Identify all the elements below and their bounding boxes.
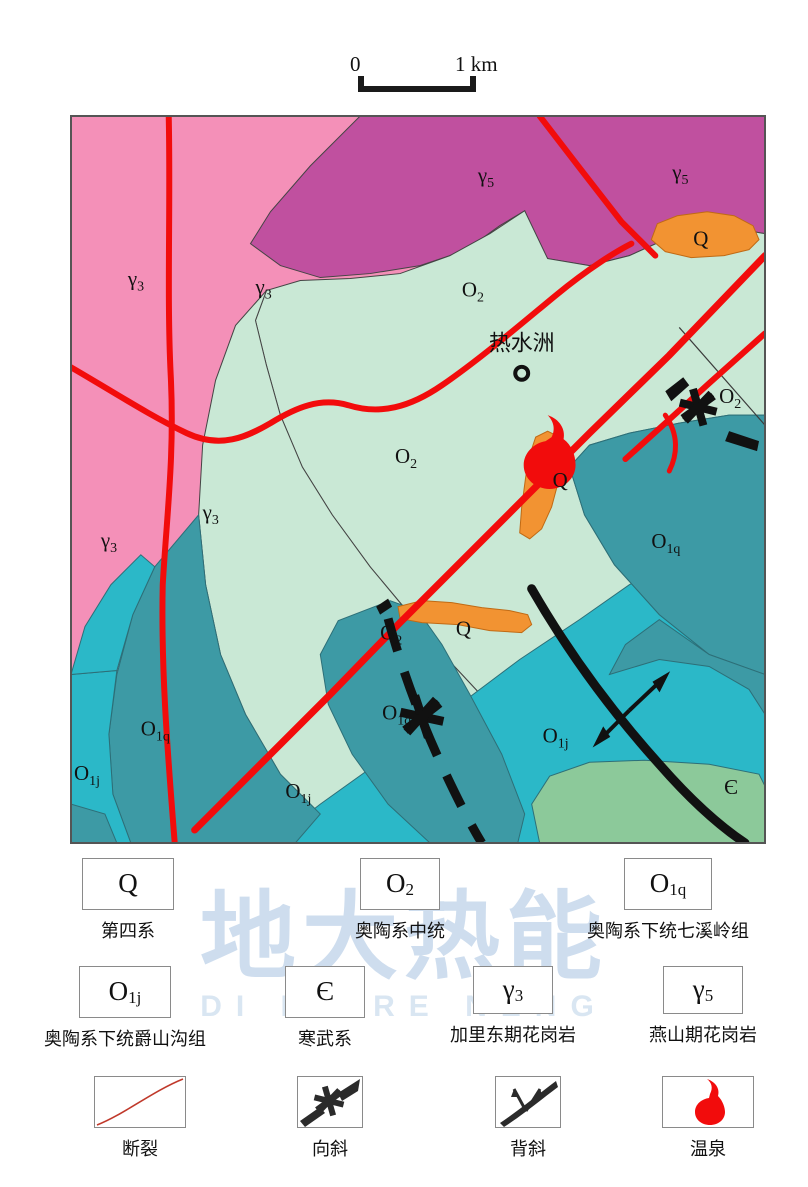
map-unit-label: γ5	[671, 160, 688, 188]
map-unit-label: γ3	[100, 528, 117, 556]
map-unit-label: O1j	[285, 779, 311, 807]
map-unit-label: O2	[380, 621, 402, 649]
map-unit-label: γ3	[254, 275, 271, 303]
legend-item-granite-caledonian[interactable]: γ3 加里东期花岗岩	[418, 966, 608, 1047]
unit-ordovician-jueshangou-leftlobe	[71, 554, 156, 675]
syncline-symbol-northeast[interactable]	[665, 377, 760, 452]
syncline-axis-center[interactable]	[383, 617, 486, 843]
legend-symbol: O1j	[108, 976, 142, 1007]
map-unit-label: O2	[719, 384, 741, 412]
legend-item-fault[interactable]: 断裂	[60, 1076, 220, 1161]
legend-symbol: γ3	[502, 974, 524, 1005]
legend-caption: 向斜	[312, 1139, 348, 1159]
legend-symbol: Є	[316, 976, 334, 1006]
unit-qixiling-blob	[608, 619, 765, 716]
map-unit-label: Q	[456, 617, 471, 641]
map-unit-label: γ3	[202, 500, 219, 528]
map-unit-label: Q	[553, 468, 568, 492]
fault-west[interactable]	[159, 116, 178, 843]
geologic-boundary-line	[678, 327, 765, 426]
legend-item-cambrian[interactable]: Є 寒武系	[250, 966, 400, 1051]
legend-item-syncline[interactable]: 向斜	[250, 1076, 410, 1161]
map-legend: Q 第四系 O2 奥陶系中统 O1q 奥陶系下统七溪岭组 O1j 奥陶系下统爵山…	[0, 858, 808, 1176]
map-unit-label: O1j	[74, 761, 100, 789]
legend-caption: 寒武系	[298, 1029, 352, 1049]
legend-caption: 加里东期花岗岩	[450, 1025, 576, 1045]
legend-caption: 奥陶系中统	[355, 921, 445, 941]
fault-main-ne-sw[interactable]	[191, 252, 765, 834]
legend-symbol: O1q	[649, 868, 687, 899]
place-label-reshuizhou: 热水洲	[489, 330, 555, 355]
map-unit-label: O1q	[651, 529, 680, 557]
legend-caption: 第四系	[101, 921, 155, 941]
legend-row-2: O1j 奥陶系下统爵山沟组 Є 寒武系 γ3 加里东期花岗岩 γ5 燕山期花岗岩	[0, 966, 808, 1076]
legend-item-ordovician-middle[interactable]: O2 奥陶系中统	[300, 858, 500, 943]
legend-symbol: O2	[386, 868, 414, 899]
legend-symbol: γ5	[692, 974, 714, 1005]
scale-bar-line	[358, 86, 476, 92]
syncline-icon	[300, 1079, 360, 1127]
legend-caption: 奥陶系下统爵山沟组	[44, 1029, 206, 1049]
scale-bar: 0 1 km	[340, 52, 540, 108]
legend-symbol: Q	[118, 868, 138, 898]
scale-bar-tick-right	[470, 76, 476, 92]
map-unit-label: Q	[693, 227, 708, 251]
map-unit-label: Є	[724, 775, 738, 799]
map-unit-label: γ5	[477, 163, 494, 191]
unit-qixiling-pod-lowerleft	[71, 803, 118, 843]
map-unit-label: O2	[462, 278, 484, 306]
map-unit-label: O1q	[382, 700, 411, 728]
legend-item-granite-yanshanian[interactable]: γ5 燕山期花岗岩	[612, 966, 794, 1047]
legend-item-anticline[interactable]: 背斜	[448, 1076, 608, 1161]
fault-north-diagonal[interactable]	[536, 116, 659, 259]
legend-caption: 背斜	[510, 1139, 546, 1159]
map-unit-label: O1j	[543, 723, 569, 751]
legend-caption: 燕山期花岗岩	[649, 1025, 757, 1045]
syncline-tick-center	[376, 598, 393, 615]
legend-item-ordovician-jueshangou[interactable]: O1j 奥陶系下统爵山沟组	[10, 966, 240, 1051]
legend-row-3: 断裂 向斜	[0, 1076, 808, 1176]
fault-northwest[interactable]	[71, 240, 635, 444]
legend-caption: 温泉	[690, 1139, 726, 1159]
anticline-axis[interactable]	[527, 584, 750, 843]
unit-cambrian	[531, 759, 765, 843]
anticline-icon	[500, 1081, 558, 1127]
unit-quaternary-south	[397, 600, 533, 634]
legend-item-ordovician-qixiling[interactable]: O1q 奥陶系下统七溪岭组	[558, 858, 778, 943]
legend-caption: 奥陶系下统七溪岭组	[587, 921, 749, 941]
geological-map[interactable]: 热水洲 γ3 γ3 γ3 γ3 γ5 γ5 O2 O2 O2 O2 Q Q Q O1q O1q O1q O1j O…	[70, 115, 766, 844]
fault-line-icon	[96, 1078, 184, 1126]
fault-short-connector[interactable]	[662, 412, 678, 474]
hot-spring-symbol[interactable]	[523, 415, 576, 489]
scale-bar-tick-left	[358, 76, 364, 92]
legend-row-1: Q 第四系 O2 奥陶系中统 O1q 奥陶系下统七溪岭组	[0, 858, 808, 966]
legend-item-hot-spring[interactable]: 温泉	[628, 1076, 788, 1161]
hot-spring-icon	[695, 1079, 725, 1125]
map-canvas[interactable]: 热水洲 γ3 γ3 γ3 γ3 γ5 γ5 O2 O2 O2 O2 Q Q Q O1q O1q O1q O1j O…	[71, 116, 765, 843]
place-marker-icon	[513, 364, 531, 382]
legend-caption: 断裂	[122, 1139, 158, 1159]
syncline-star-icon	[399, 694, 445, 739]
map-unit-label: O1q	[141, 716, 170, 744]
scale-bar-left-label: 0	[350, 52, 361, 76]
map-unit-label: O2	[395, 444, 417, 472]
anticline-arrows-icon	[592, 671, 671, 748]
legend-item-quaternary[interactable]: Q 第四系	[28, 858, 228, 943]
scale-bar-right-label: 1 km	[455, 52, 498, 76]
unit-quaternary-ne	[650, 211, 760, 259]
map-frame	[71, 116, 765, 843]
map-unit-label: γ3	[127, 267, 144, 295]
unit-labels: γ3 γ3 γ3 γ3 γ5 γ5 O2 O2 O2 O2 Q Q Q O1q O1q O1q O1j O1j O1…	[74, 160, 741, 807]
